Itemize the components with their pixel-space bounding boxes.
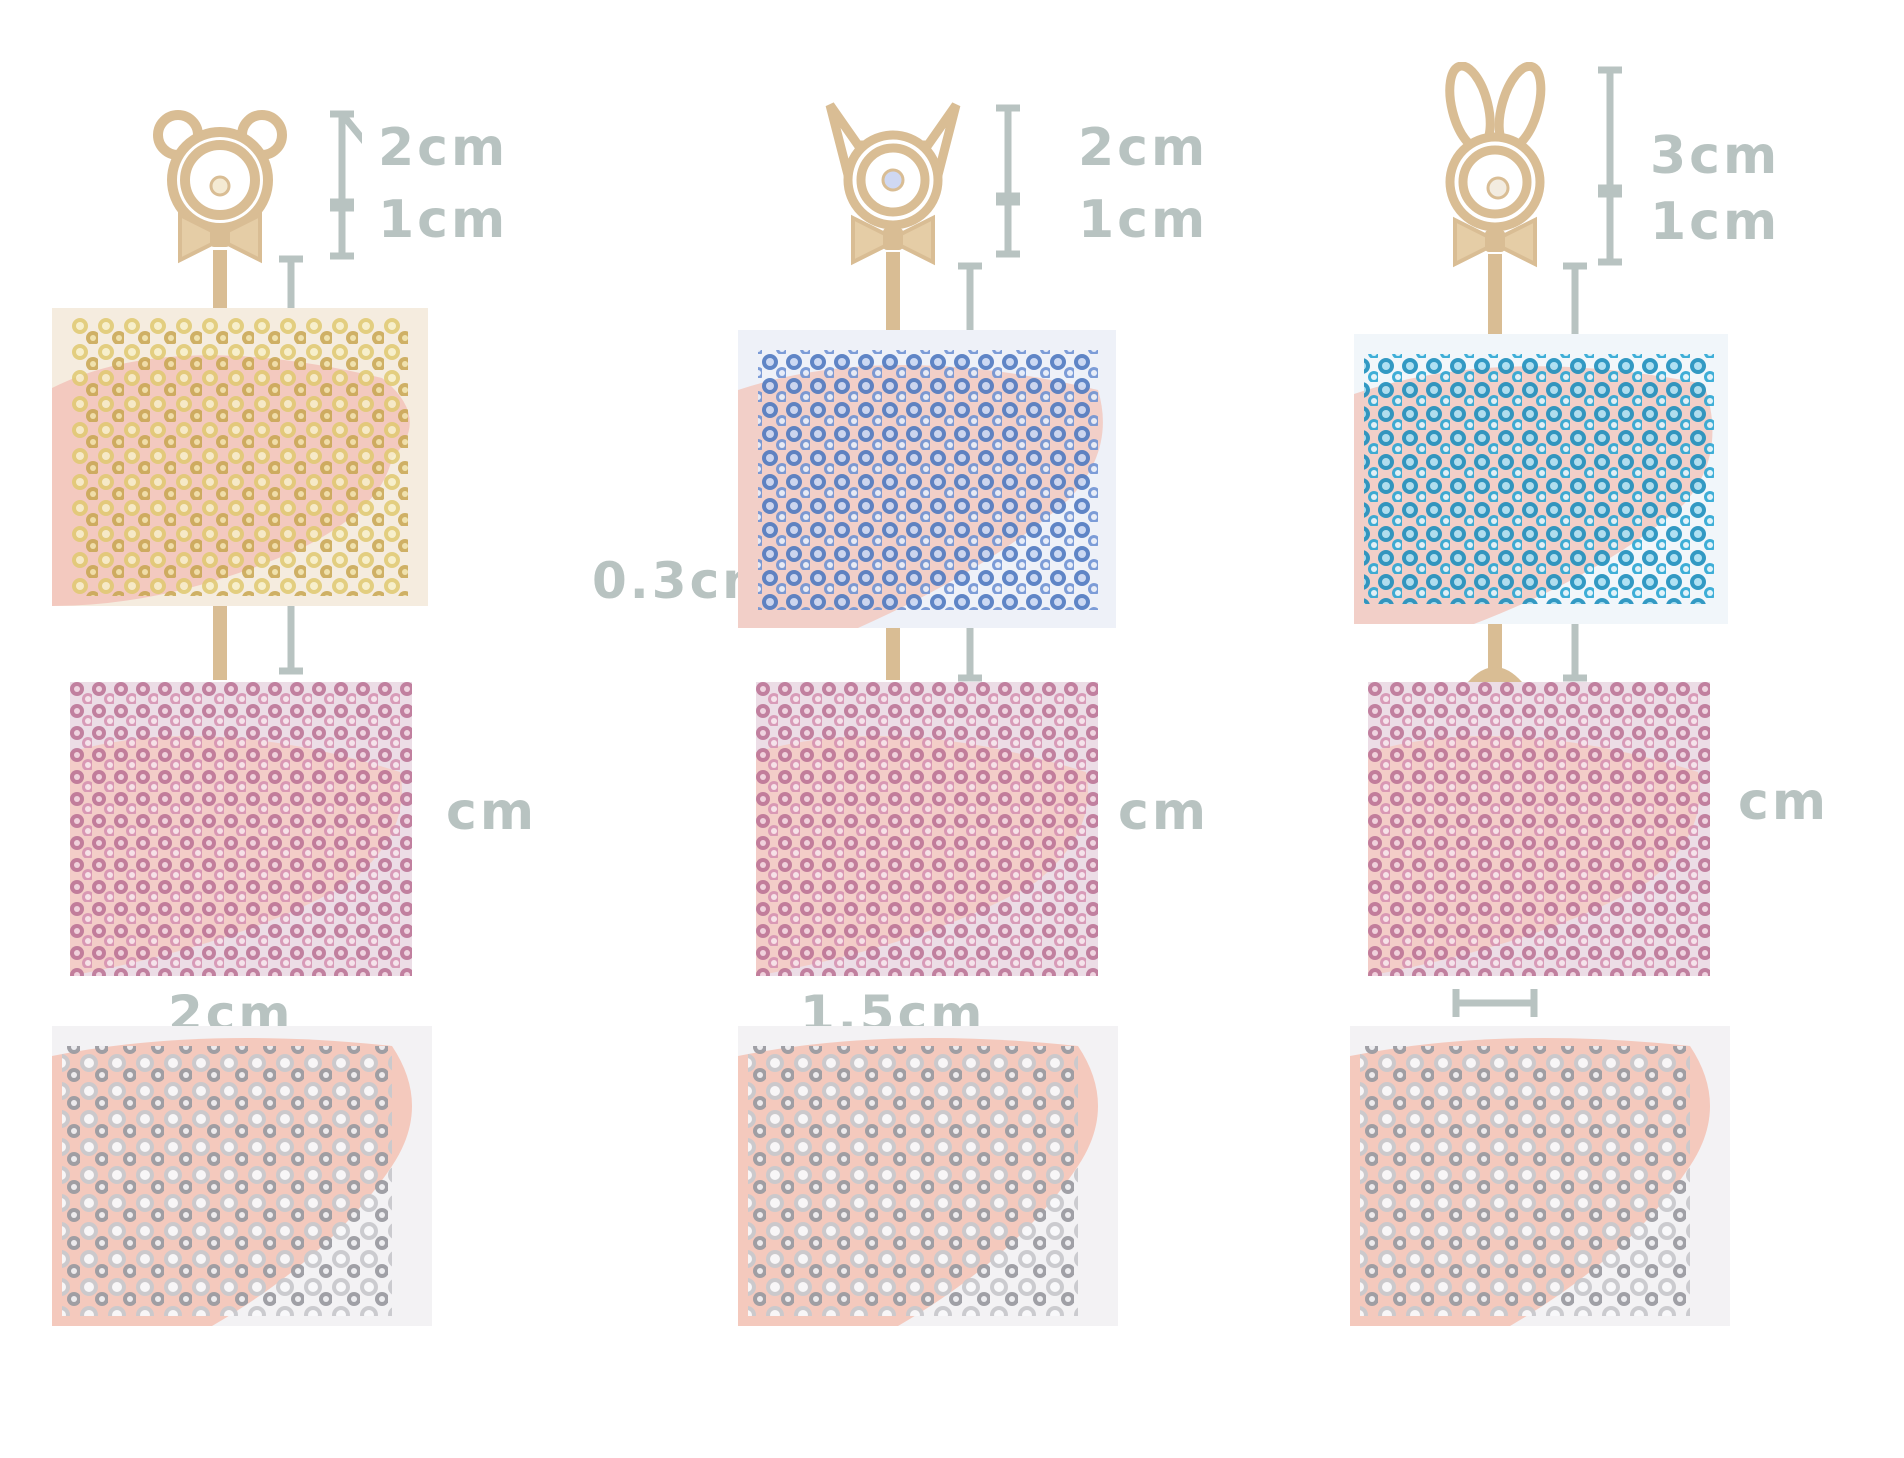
clear-rhinestones-photo xyxy=(52,1026,432,1326)
dimension-label-top: 2cm xyxy=(378,118,509,178)
clear-rhinestones-photo xyxy=(738,1026,1118,1326)
side-dimension-label: cm xyxy=(1738,772,1830,832)
dimension-label-bottom: 1cm xyxy=(1650,192,1781,252)
pink-rhinestones-photo xyxy=(1368,682,1710,976)
top-dimension-bar-icon xyxy=(996,104,1020,258)
dimension-label-bottom: 1cm xyxy=(378,190,509,250)
top-dimension-bar-icon xyxy=(330,110,362,260)
light-blue-rhinestones-photo xyxy=(738,330,1116,628)
aquamarine-rhinestones-photo xyxy=(1354,334,1728,624)
dimension-label-bottom: 1cm xyxy=(1078,190,1209,250)
top-dimension-bar-icon xyxy=(1598,66,1622,266)
clear-rhinestones-photo xyxy=(1350,1026,1730,1326)
pink-rhinestones-photo xyxy=(756,682,1098,976)
gold-rhinestones-photo xyxy=(52,308,428,606)
side-dimension-label: cm xyxy=(1118,782,1210,842)
dimension-label-top: 3cm xyxy=(1650,126,1781,186)
pink-rhinestones-photo xyxy=(70,682,412,976)
dimension-label-top: 2cm xyxy=(1078,118,1209,178)
width-dimension-bar-icon xyxy=(1452,989,1538,1017)
side-dimension-label: cm xyxy=(446,782,538,842)
